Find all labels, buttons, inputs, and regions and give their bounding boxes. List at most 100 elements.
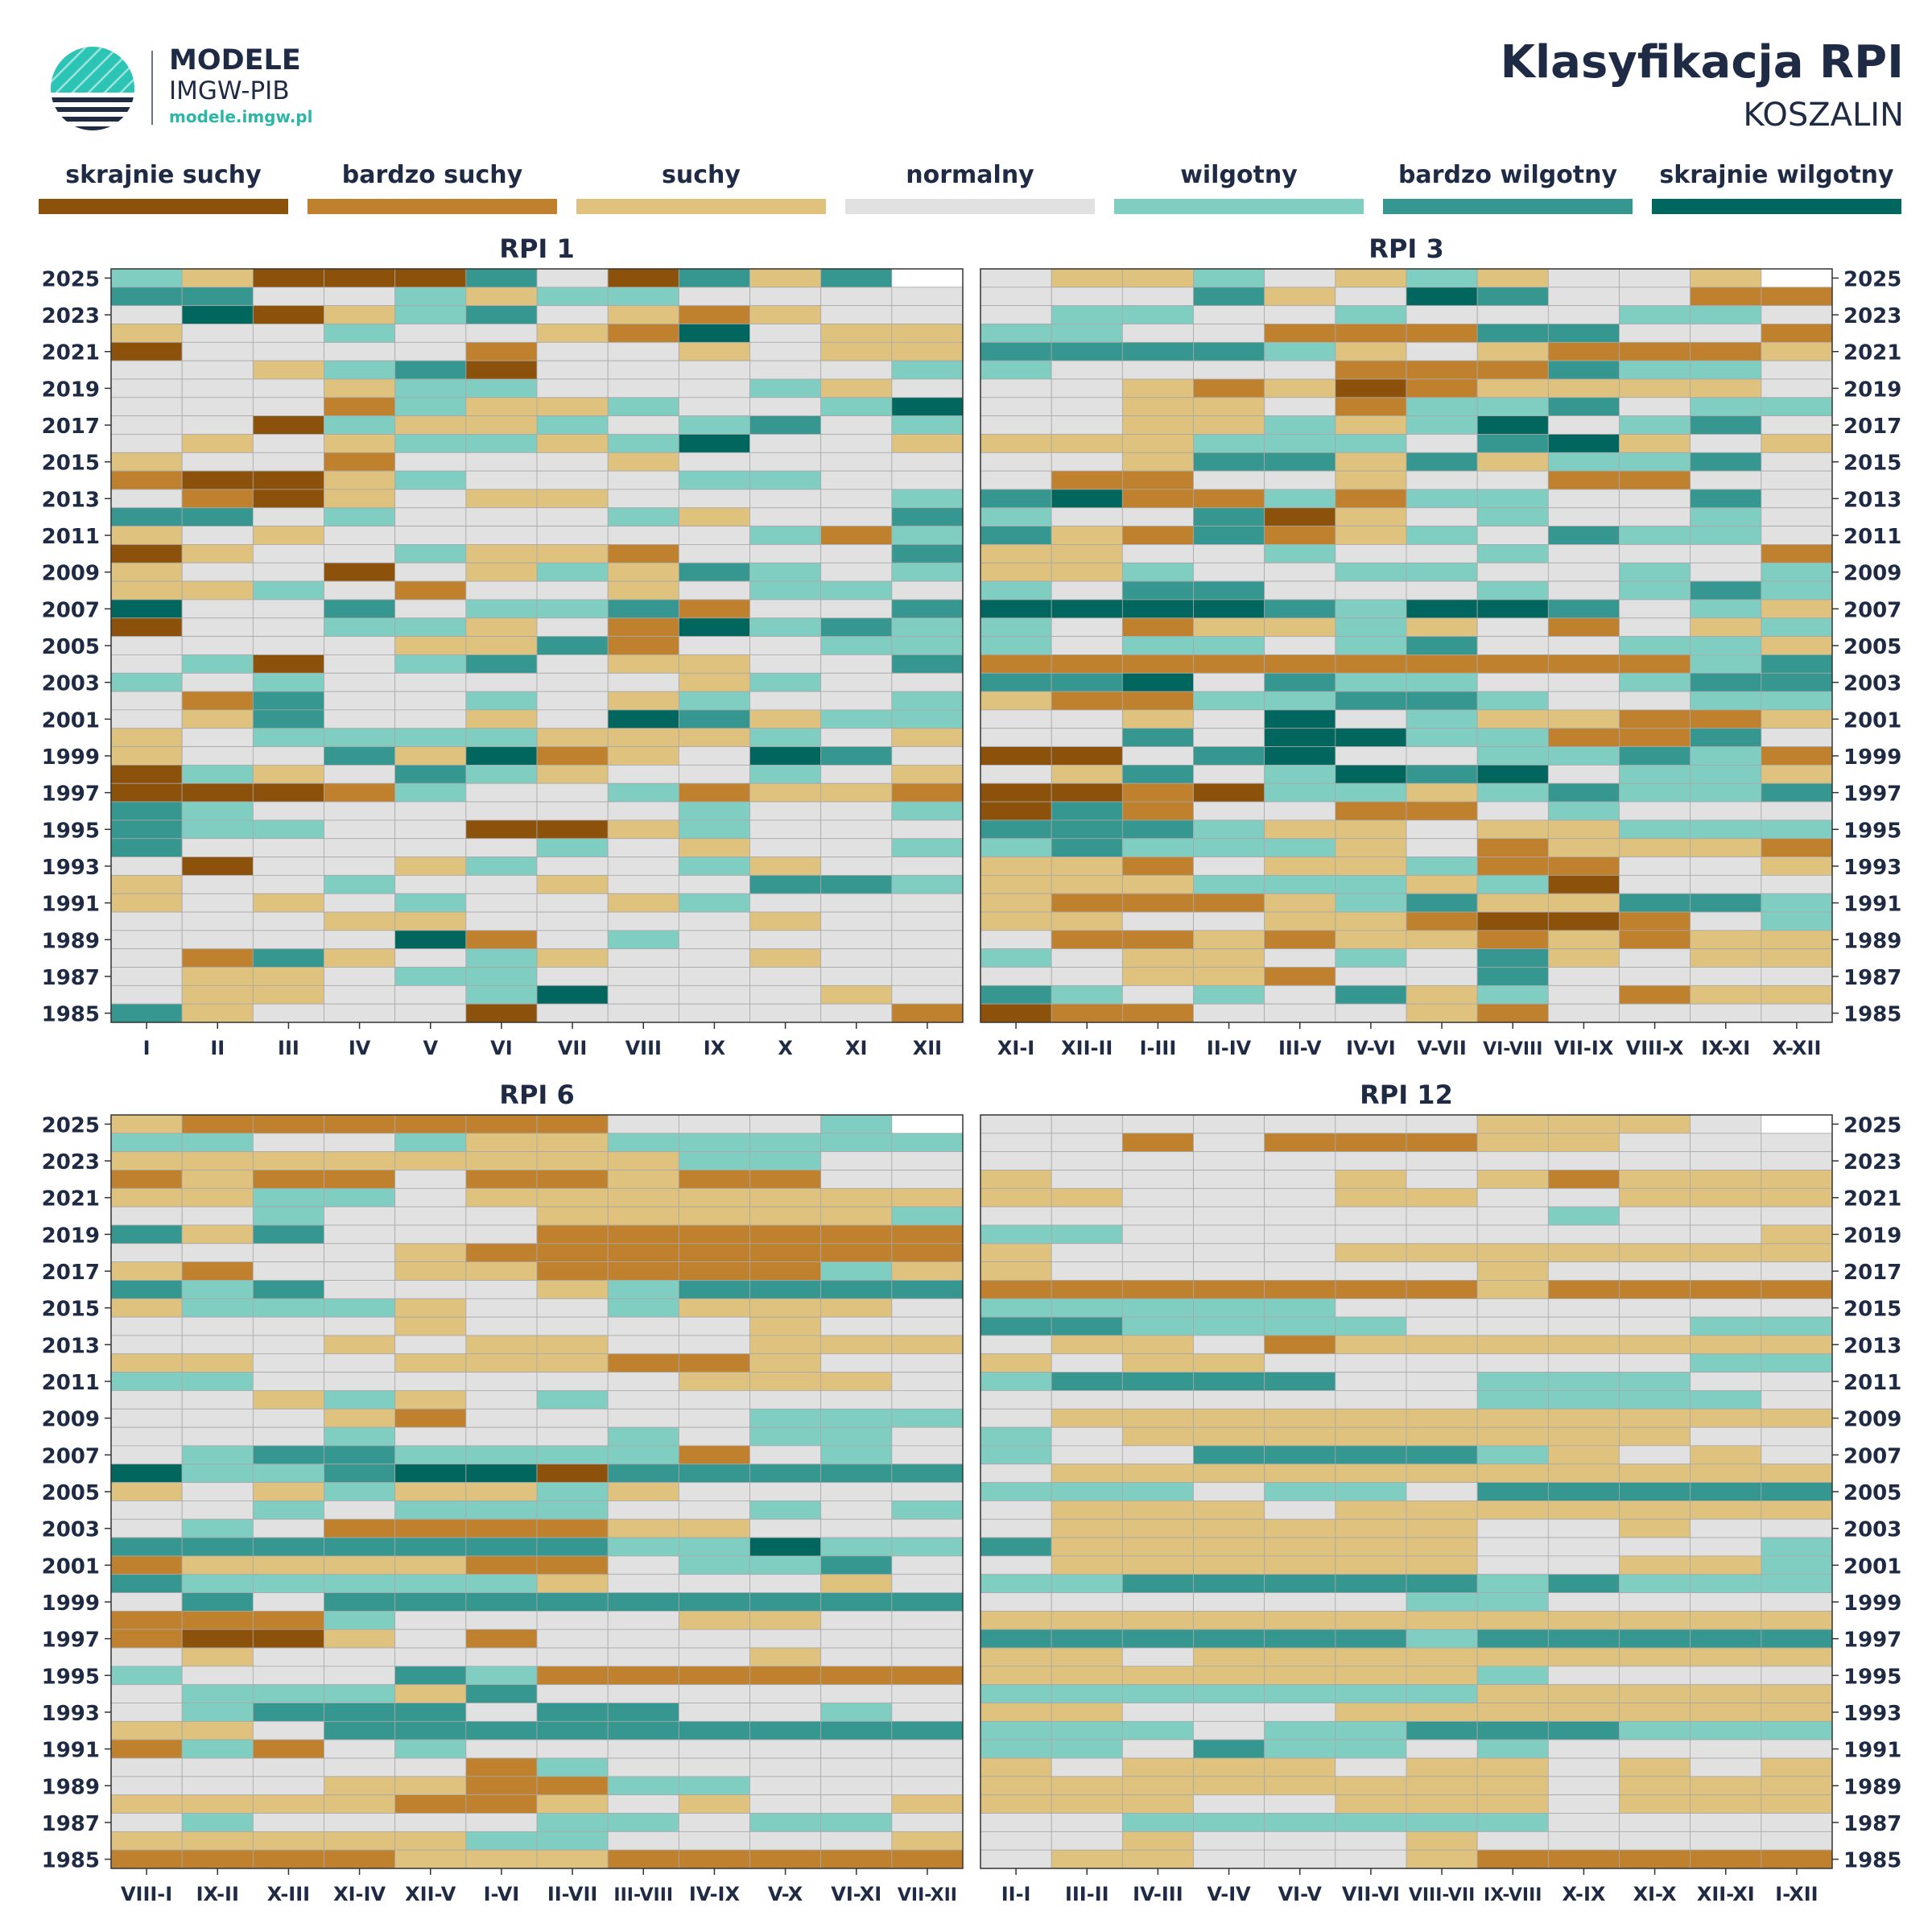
heatmap-cell [1690,1243,1762,1263]
column-label: IX [704,1037,726,1059]
heatmap-cell [1193,397,1265,417]
heatmap-cell [1761,1592,1833,1612]
heatmap-cell [1476,599,1549,619]
heatmap-cell [1335,1114,1407,1134]
heatmap-cell [820,1537,893,1557]
heatmap-cell [1619,489,1691,509]
heatmap-cell [252,838,324,857]
heatmap-cell [891,1813,964,1832]
heatmap-cell [465,1206,538,1226]
heatmap-cell [324,1170,396,1189]
column-label: I [143,1037,151,1059]
heatmap-cell [536,415,609,435]
heatmap-cell [1761,305,1833,324]
heatmap-cell [980,1555,1052,1575]
heatmap-cell [1121,1114,1194,1134]
heatmap-cell [110,1151,183,1170]
heatmap-cell [980,1298,1052,1318]
heatmap-cell [1264,1261,1336,1281]
heatmap-cell [252,985,324,1005]
heatmap-cell [678,526,750,545]
heatmap-cell [891,562,964,582]
heatmap-cell [980,1574,1052,1593]
heatmap-cell [324,746,396,766]
heatmap-cell [465,287,538,307]
heatmap-cell [465,360,538,380]
heatmap-cell [1690,1574,1762,1593]
heatmap-cell [1761,544,1833,564]
heatmap-cell [1406,415,1478,435]
heatmap-cell [980,948,1052,968]
heatmap-cell [678,1335,750,1355]
heatmap-cell [891,1390,964,1410]
heatmap-cell [252,1003,324,1023]
heatmap-cell [1406,507,1478,527]
heatmap-cell [394,1298,467,1318]
heatmap-cell [607,893,679,913]
heatmap-cell [252,728,324,747]
heatmap-cell [749,1445,822,1465]
heatmap-cell [324,911,396,931]
legend-swatch [1383,199,1633,214]
heatmap-cell [749,1426,822,1447]
heatmap-cell [749,507,822,527]
heatmap-cell [181,1776,254,1796]
heatmap-cell [1619,1372,1691,1391]
heatmap-cell [181,1003,254,1023]
heatmap-cell [1761,452,1833,472]
heatmap-cell [1476,1133,1549,1153]
heatmap-cell [252,874,324,894]
heatmap-cell [394,1592,467,1612]
year-label: 2009 [1843,1408,1901,1432]
heatmap-cell [1193,415,1265,435]
heatmap-cell [1761,617,1833,637]
heatmap-cell [1335,948,1407,968]
heatmap-cell [1761,599,1833,619]
heatmap-cell [1619,415,1691,435]
heatmap-cell [1690,1629,1762,1649]
heatmap-cell [749,360,822,380]
heatmap-cell [394,1555,467,1575]
heatmap-cell [891,782,964,803]
year-label: 1997 [42,782,100,807]
heatmap-cell [110,838,183,857]
heatmap-cell [820,1757,893,1777]
heatmap-cell [252,341,324,361]
heatmap-cell [749,1574,822,1593]
heatmap-cell [252,434,324,453]
heatmap-cell [1547,1849,1620,1869]
heatmap-cell [1690,1831,1762,1851]
heatmap-cell [1619,1390,1691,1410]
heatmap-cell [678,1610,750,1630]
heatmap-cell [252,305,324,324]
heatmap-cell [252,1408,324,1428]
heatmap-cell [891,1445,964,1465]
heatmap-cell [110,709,183,729]
heatmap-cell [324,728,396,747]
heatmap-cell [536,1555,609,1575]
heatmap-cell [465,1408,538,1428]
heatmap-cell [1051,1518,1123,1538]
heatmap-cell [1761,507,1833,527]
heatmap-cell [252,1280,324,1299]
heatmap-cell [1761,1666,1833,1686]
heatmap-cell [749,1518,822,1538]
heatmap-cell [110,1813,183,1832]
heatmap-cell [1690,801,1762,821]
heatmap-cell [678,1482,750,1501]
heatmap-cell [252,893,324,913]
heatmap-cell [252,562,324,582]
heatmap-cell [1335,580,1407,601]
heatmap-cell [1335,1003,1407,1023]
heatmap-cell [1619,1316,1691,1336]
heatmap-cell [1121,378,1194,398]
heatmap-cell [110,1647,183,1667]
heatmap-cell [1335,1849,1407,1869]
heatmap-cell [465,1592,538,1612]
heatmap-cell [678,434,750,453]
heatmap-cell [1406,1335,1478,1355]
heatmap-cell [1476,378,1549,398]
heatmap-cell [1264,1739,1336,1759]
heatmap-cell [1619,1518,1691,1538]
heatmap-cell [1761,1426,1833,1447]
